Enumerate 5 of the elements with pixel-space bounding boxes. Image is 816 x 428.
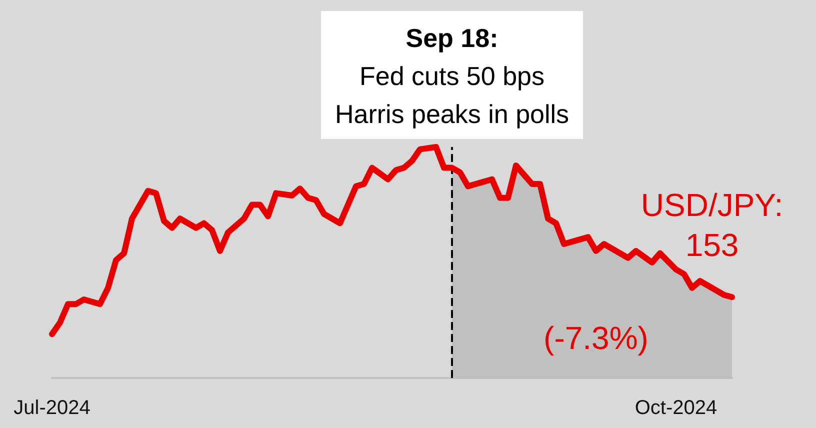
annotation: (-7.3%) <box>544 320 648 356</box>
x-tick-label: Oct-2024 <box>634 397 718 419</box>
ref-line-label: Sep 18: Fed cuts 50 bps Harris peaks in polls <box>334 23 570 129</box>
annotation: USD/JPY: 153 <box>640 187 784 264</box>
x-tick-label: Jul-2024 <box>14 397 90 419</box>
